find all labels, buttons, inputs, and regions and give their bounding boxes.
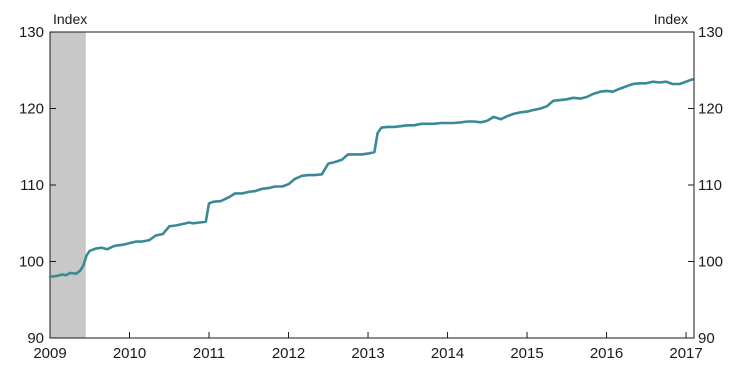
series-line-layer xyxy=(48,78,694,279)
y-tick-label-right: 110 xyxy=(698,177,722,194)
x-tick-label: 2012 xyxy=(272,345,305,362)
right-axis-unit-label: Index xyxy=(654,11,688,27)
y-tick-label-left: 110 xyxy=(20,177,44,194)
x-tick-label: 2009 xyxy=(33,345,66,362)
y-tick-label-left: 90 xyxy=(27,330,44,347)
series-line xyxy=(48,78,694,279)
x-tick-label: 2014 xyxy=(431,345,464,362)
x-tick-label: 2010 xyxy=(113,345,146,362)
x-tick-label: 2011 xyxy=(193,345,225,362)
y-tick-label-right: 90 xyxy=(698,330,715,347)
x-tick-label: 2017 xyxy=(669,345,702,362)
y-tick-label-right: 130 xyxy=(698,24,723,41)
y-tick-label-left: 100 xyxy=(19,254,44,271)
axis-ticks-layer: 90 90 100 100 110 110 120 120 130 130 2009 2010 2011… xyxy=(19,24,723,362)
y-tick-label-left: 120 xyxy=(19,101,44,118)
x-tick-label: 2013 xyxy=(351,345,384,362)
x-tick-label: 2016 xyxy=(590,345,623,362)
plot-frame xyxy=(49,31,695,339)
y-tick-label-right: 120 xyxy=(698,101,723,118)
x-tick-label: 2015 xyxy=(510,345,543,362)
y-tick-label-left: 130 xyxy=(19,24,44,41)
left-axis-unit-label: Index xyxy=(53,11,87,27)
y-tick-label-right: 100 xyxy=(698,254,723,271)
